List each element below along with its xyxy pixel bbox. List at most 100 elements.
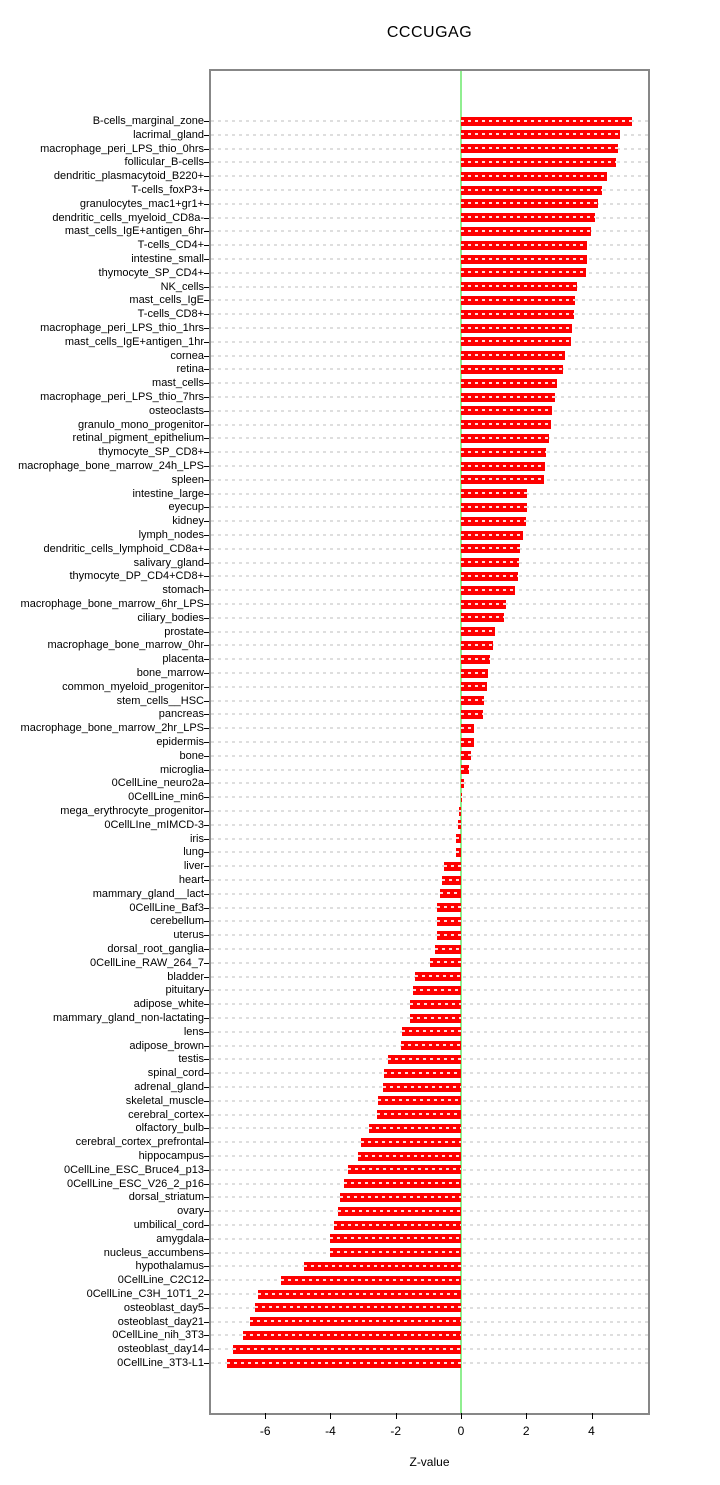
bar-grid-overlay	[459, 809, 461, 812]
bar-grid-overlay	[387, 1057, 461, 1060]
gridline	[211, 851, 648, 854]
bar	[461, 295, 576, 305]
bar	[461, 668, 489, 678]
category-label: iris	[189, 832, 204, 845]
bar	[461, 778, 464, 788]
bar-grid-overlay	[461, 147, 618, 150]
bar	[461, 171, 607, 181]
bar-grid-overlay	[461, 354, 566, 357]
category-label: placenta	[162, 653, 204, 666]
y-tick-mark	[204, 1363, 211, 1364]
bar-grid-overlay	[461, 588, 515, 591]
bar	[461, 640, 493, 650]
bar-grid-overlay	[458, 823, 461, 826]
y-tick-mark	[204, 397, 211, 398]
bar-grid-overlay	[461, 561, 520, 564]
y-tick-mark	[204, 866, 211, 868]
category-label: mammary_gland_non-lactating	[52, 1012, 204, 1024]
gridline	[211, 547, 648, 550]
category-label: T-cells_foxP3+	[131, 184, 204, 196]
bar-grid-overlay	[376, 1113, 461, 1116]
category-label: macrophage_bone_marrow_24h_LPS	[18, 460, 204, 472]
y-tick-mark	[204, 769, 211, 771]
category-label: bone_marrow	[136, 667, 204, 679]
bar	[413, 985, 461, 995]
bar	[250, 1317, 461, 1327]
y-tick-mark	[204, 535, 211, 536]
bar	[410, 999, 461, 1009]
bar-grid-overlay	[461, 740, 474, 743]
y-tick-mark	[204, 314, 211, 316]
gridline	[211, 133, 648, 136]
y-tick-mark	[204, 714, 211, 716]
y-tick-mark	[204, 1087, 211, 1088]
bar-grid-overlay	[461, 367, 563, 370]
y-tick-mark	[204, 1004, 211, 1006]
category-label: stomach	[162, 584, 204, 597]
y-tick-mark	[204, 576, 211, 578]
x-tick-label: -4	[325, 1424, 336, 1438]
gridline	[211, 713, 648, 716]
category-label: intestine_small	[131, 253, 204, 265]
y-tick-mark	[204, 424, 211, 426]
bar	[444, 861, 461, 871]
gridline	[211, 299, 648, 302]
category-label: eyecup	[168, 501, 204, 514]
category-label: cornea	[170, 349, 204, 362]
bar	[255, 1303, 461, 1313]
bar	[436, 930, 461, 940]
bar-grid-overlay	[461, 285, 577, 288]
category-label: lung	[183, 846, 204, 859]
bar-grid-overlay	[461, 574, 518, 577]
bar	[461, 475, 544, 485]
bar	[338, 1206, 461, 1216]
bar	[376, 1110, 461, 1120]
bar	[461, 240, 588, 250]
y-tick-mark	[204, 410, 211, 412]
bar-grid-overlay	[461, 216, 595, 219]
bar-grid-overlay	[369, 1126, 461, 1129]
y-tick-mark	[204, 1073, 211, 1075]
bar	[461, 654, 490, 664]
gridline	[211, 837, 648, 840]
bar	[440, 889, 461, 899]
chart-title: CCCUGAG	[386, 24, 473, 41]
bar	[461, 433, 550, 443]
category-label: amygdala	[156, 1232, 204, 1245]
bar-grid-overlay	[250, 1320, 461, 1323]
bar-grid-overlay	[304, 1264, 461, 1267]
y-tick-mark	[204, 673, 211, 674]
category-label: retina	[176, 363, 204, 376]
bar	[461, 144, 618, 154]
category-label: dorsal_striatum	[128, 1191, 204, 1204]
y-tick-mark	[204, 1280, 211, 1282]
category-label: spleen	[171, 473, 204, 486]
category-label: skeletal_muscle	[125, 1094, 204, 1107]
bar-grid-overlay	[348, 1168, 461, 1171]
category-label: pituitary	[165, 984, 204, 997]
bar	[461, 268, 586, 278]
category-label: granulo_mono_progenitor	[78, 418, 204, 431]
bar	[339, 1192, 461, 1202]
bar	[461, 226, 591, 236]
bar	[436, 916, 461, 926]
y-tick-mark	[204, 1031, 211, 1033]
y-tick-mark	[204, 562, 211, 564]
gridline	[211, 423, 648, 426]
category-label: granulocytes_mac1+gr1+	[79, 197, 204, 210]
y-tick-mark	[204, 1294, 211, 1295]
category-label: 0CellLine_neuro2a	[111, 777, 204, 790]
category-label: bone	[179, 749, 204, 762]
bar-grid-overlay	[410, 1002, 461, 1005]
y-tick-mark	[204, 935, 211, 937]
bar-grid-overlay	[461, 602, 506, 605]
y-tick-mark	[204, 921, 211, 923]
bar	[369, 1123, 461, 1133]
category-label: dendritic_cells_myeloid_CD8a-	[52, 211, 204, 224]
bar	[461, 461, 545, 471]
bar-grid-overlay	[461, 768, 469, 771]
category-label: cerebral_cortex	[128, 1108, 204, 1121]
y-tick-mark	[204, 452, 211, 454]
category-label: lacrimal_gland	[133, 128, 204, 141]
gridline	[211, 589, 648, 592]
